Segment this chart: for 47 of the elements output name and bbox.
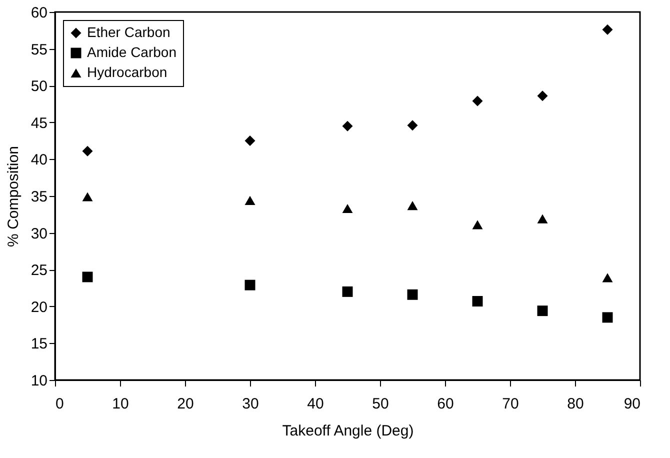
x-tick-label: 20 — [177, 396, 194, 412]
y-tick-label: 20 — [30, 298, 48, 316]
x-tick-label: 70 — [502, 396, 519, 412]
y-tick-label: 40 — [30, 152, 48, 169]
y-tick-label: 10 — [30, 372, 48, 390]
point — [407, 289, 418, 300]
point — [472, 296, 483, 306]
point — [82, 146, 93, 156]
y-tick-label: 50 — [30, 78, 48, 96]
legend-label: Amide Carbon — [87, 44, 176, 60]
x-tick-label: 10 — [112, 396, 129, 412]
point — [602, 24, 613, 35]
point — [244, 196, 256, 205]
point — [602, 312, 613, 323]
point — [82, 272, 93, 282]
point — [244, 136, 256, 146]
x-tick-label: 30 — [242, 396, 259, 412]
point — [407, 201, 418, 210]
point — [537, 214, 548, 224]
point — [602, 273, 613, 282]
y-tick-label: 25 — [30, 262, 48, 280]
x-tick-label: 60 — [437, 396, 454, 412]
point — [342, 204, 353, 214]
legend-label: Hydrocarbon — [87, 64, 168, 80]
x-tick-label: 90 — [624, 396, 640, 412]
x-tick-label: 50 — [372, 396, 389, 412]
y-tick-label: 35 — [30, 188, 48, 206]
y-tick-label: 15 — [30, 336, 48, 353]
point — [472, 220, 483, 230]
x-tick-label: 80 — [567, 396, 584, 412]
point — [342, 120, 353, 132]
y-tick-label: 60 — [30, 4, 48, 22]
point — [244, 280, 256, 290]
y-axis-title: % Composition — [4, 146, 22, 247]
point — [407, 120, 418, 131]
y-tick-label: 45 — [30, 114, 48, 132]
x-tick-label: 40 — [307, 396, 324, 412]
point — [82, 192, 93, 202]
x-axis-title: Takeoff Angle (Deg) — [282, 422, 414, 440]
point — [537, 90, 548, 102]
legend-label: Ether Carbon — [87, 24, 170, 40]
point — [472, 96, 483, 106]
y-tick-label: 55 — [30, 41, 48, 58]
point — [342, 286, 353, 297]
point — [537, 306, 548, 316]
y-tick-label: 30 — [30, 225, 48, 242]
x-tick-label: 0 — [56, 396, 64, 412]
